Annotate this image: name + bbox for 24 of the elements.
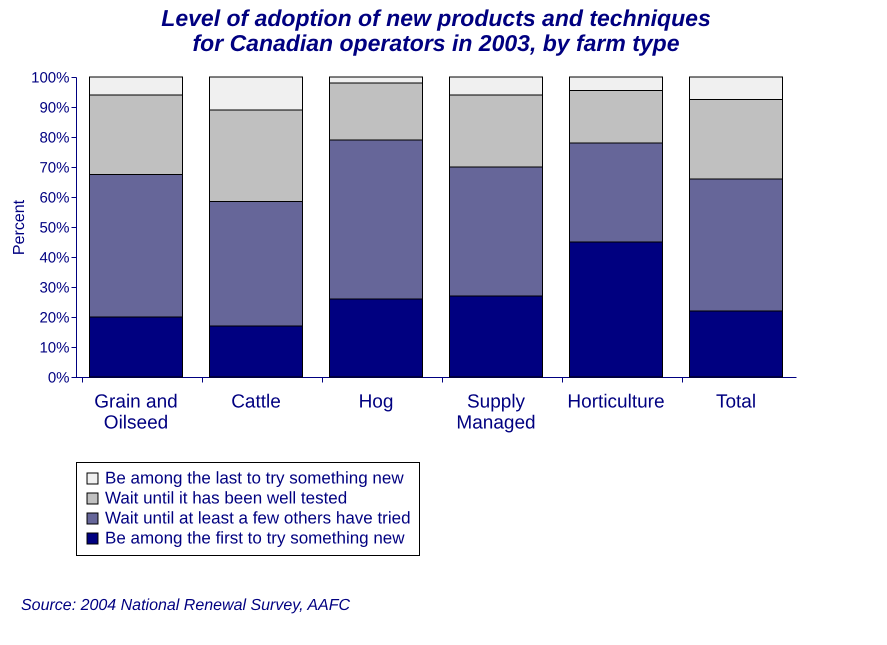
- legend-label: Wait until it has been well tested: [105, 488, 348, 508]
- x-tick-label: Horticulture: [567, 392, 665, 412]
- legend-label: Be among the first to try something new: [105, 528, 406, 548]
- y-tick-label: 30%: [39, 280, 70, 296]
- source-note: Source: 2004 National Renewal Survey, AAFC: [21, 597, 350, 614]
- y-tick-label: 40%: [39, 250, 70, 266]
- y-tick-label: 10%: [39, 340, 70, 356]
- legend-label: Be among the last to try something new: [105, 468, 404, 488]
- y-tick-label: 20%: [39, 310, 70, 326]
- y-tick-label: 80%: [39, 130, 70, 146]
- y-tick-label: 90%: [39, 100, 70, 116]
- y-tick-label: 60%: [39, 190, 70, 206]
- legend-label: Wait until at least a few others have tried: [105, 508, 411, 528]
- x-tick-label: Grain and Oilseed: [94, 392, 178, 434]
- x-tick-label: Supply Managed: [456, 392, 536, 434]
- x-tick-label: Cattle: [231, 392, 281, 412]
- x-tick-label: Total: [716, 392, 756, 412]
- y-tick-label: 0%: [48, 370, 70, 386]
- chart-title: Level of adoption of new products and techniques for Canadian operators in 2003, by farm type: [161, 5, 711, 56]
- y-tick-label: 70%: [39, 160, 70, 176]
- y-tick-label: 100%: [31, 70, 70, 86]
- y-axis-title: Percent: [11, 199, 28, 256]
- x-tick-label: Hog: [358, 392, 394, 412]
- y-tick-label: 50%: [39, 220, 70, 236]
